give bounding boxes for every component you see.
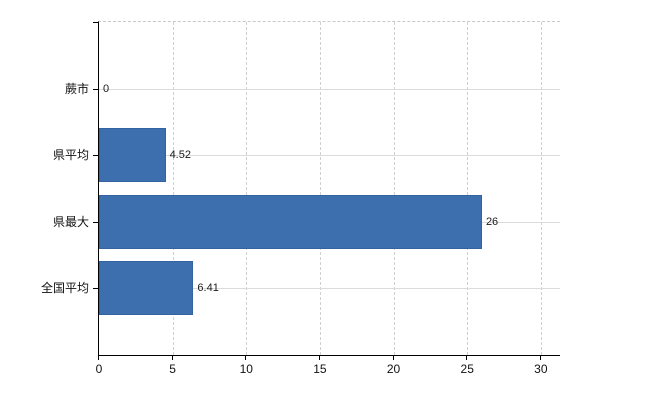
x-tick-label: 0 (95, 362, 103, 376)
x-tick-mark (318, 356, 320, 360)
x-tick-mark (245, 356, 247, 360)
plot-area: 0 5 10 15 20 25 30 蕨市 0 県平均 4.52 県最大 26 全国平均 6.41 (41, 21, 560, 376)
bar (99, 194, 482, 249)
category-label: 県最大 (52, 214, 89, 229)
x-tick-mark (98, 356, 99, 360)
x-tick-label: 5 (169, 362, 176, 376)
gridline-horizontal (99, 155, 560, 157)
x-tick-label: 25 (460, 362, 474, 376)
bar (99, 128, 166, 183)
gridline-vertical (393, 22, 395, 355)
value-label: 26 (485, 215, 499, 228)
category-label: 蕨市 (64, 81, 89, 96)
x-tick-label: 20 (386, 362, 401, 376)
x-tick-mark (392, 356, 394, 360)
x-tick-label: 10 (239, 362, 253, 376)
y-tick-mark (93, 155, 99, 157)
x-tick-mark (171, 356, 173, 360)
gridline-horizontal (99, 288, 560, 290)
gridline-vertical (246, 22, 248, 355)
x-tick-label: 30 (534, 362, 548, 376)
gridline-vertical (319, 22, 321, 355)
bar (99, 261, 194, 316)
x-tick-mark (539, 356, 541, 360)
category-label: 全国平均 (40, 281, 89, 296)
y-tick-mark (93, 88, 99, 90)
gridline-vertical (540, 22, 542, 355)
y-tick-mark (93, 221, 99, 223)
value-label: 0 (103, 82, 110, 95)
value-label: 6.41 (197, 282, 219, 295)
x-tick-mark (466, 356, 468, 360)
gridline-horizontal (99, 88, 560, 90)
value-label: 4.52 (169, 149, 191, 162)
y-tick-mark (93, 22, 99, 23)
y-tick-mark (93, 288, 99, 290)
x-tick-label: 15 (313, 362, 327, 376)
category-label: 県平均 (52, 148, 89, 163)
gridline-vertical (172, 22, 174, 355)
gridline-vertical (467, 22, 469, 355)
